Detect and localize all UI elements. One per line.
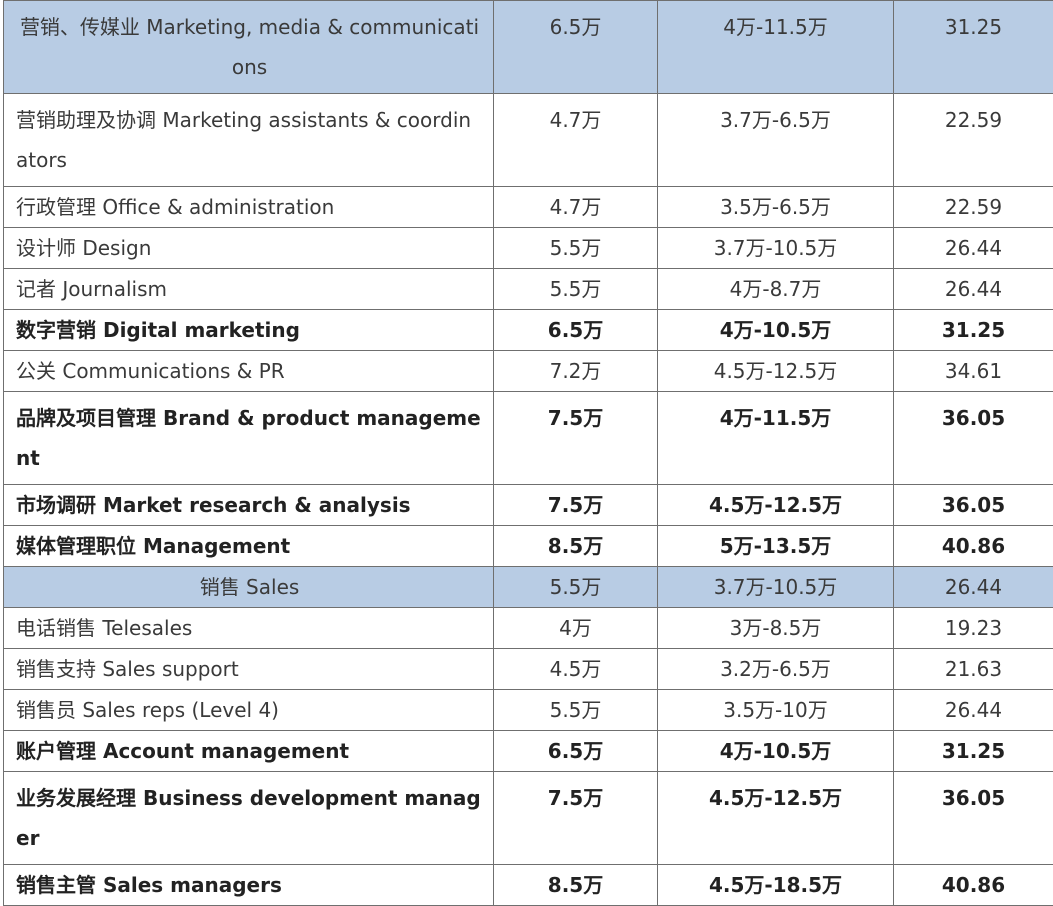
median-salary-cell: 5.5万 xyxy=(494,690,658,731)
salary-range-cell: 4.5万-12.5万 xyxy=(658,485,894,526)
salary-range-cell: 4万-11.5万 xyxy=(658,1,894,94)
job-title-cell: 账户管理 Account management xyxy=(4,731,494,772)
hourly-rate-cell: 19.23 xyxy=(894,608,1053,649)
hourly-rate-cell: 31.25 xyxy=(894,731,1053,772)
median-salary-cell: 7.2万 xyxy=(494,351,658,392)
job-title-cell: 销售员 Sales reps (Level 4) xyxy=(4,690,494,731)
job-title-cell: 设计师 Design xyxy=(4,228,494,269)
median-salary-cell: 4万 xyxy=(494,608,658,649)
median-salary-cell: 6.5万 xyxy=(494,731,658,772)
hourly-rate-cell: 26.44 xyxy=(894,567,1053,608)
salary-range-cell: 3万-8.5万 xyxy=(658,608,894,649)
salary-range-cell: 3.5万-10万 xyxy=(658,690,894,731)
job-title-cell: 销售支持 Sales support xyxy=(4,649,494,690)
salary-table-body: 营销、传媒业 Marketing, media & communications… xyxy=(4,1,1053,906)
median-salary-cell: 4.7万 xyxy=(494,94,658,187)
hourly-rate-cell: 21.63 xyxy=(894,649,1053,690)
job-title-cell: 品牌及项目管理 Brand & product management xyxy=(4,392,494,485)
hourly-rate-cell: 22.59 xyxy=(894,187,1053,228)
median-salary-cell: 6.5万 xyxy=(494,310,658,351)
job-title-cell: 营销助理及协调 Marketing assistants & coordinat… xyxy=(4,94,494,187)
hourly-rate-cell: 36.05 xyxy=(894,772,1053,865)
salary-range-cell: 4.5万-12.5万 xyxy=(658,351,894,392)
job-title-cell: 销售主管 Sales managers xyxy=(4,865,494,906)
hourly-rate-cell: 22.59 xyxy=(894,94,1053,187)
hourly-rate-cell: 40.86 xyxy=(894,526,1053,567)
salary-range-cell: 3.5万-6.5万 xyxy=(658,187,894,228)
median-salary-cell: 4.7万 xyxy=(494,187,658,228)
hourly-rate-cell: 34.61 xyxy=(894,351,1053,392)
salary-range-cell: 3.2万-6.5万 xyxy=(658,649,894,690)
category-row: 营销、传媒业 Marketing, media & communications… xyxy=(4,1,1053,94)
salary-range-cell: 3.7万-10.5万 xyxy=(658,228,894,269)
hourly-rate-cell: 26.44 xyxy=(894,228,1053,269)
salary-range-cell: 4.5万-18.5万 xyxy=(658,865,894,906)
hourly-rate-cell: 36.05 xyxy=(894,392,1053,485)
job-title-cell: 记者 Journalism xyxy=(4,269,494,310)
salary-range-cell: 4.5万-12.5万 xyxy=(658,772,894,865)
job-title-cell: 销售 Sales xyxy=(4,567,494,608)
median-salary-cell: 7.5万 xyxy=(494,772,658,865)
salary-range-cell: 4万-11.5万 xyxy=(658,392,894,485)
median-salary-cell: 7.5万 xyxy=(494,485,658,526)
salary-range-cell: 5万-13.5万 xyxy=(658,526,894,567)
median-salary-cell: 5.5万 xyxy=(494,567,658,608)
hourly-rate-cell: 36.05 xyxy=(894,485,1053,526)
job-title-cell: 公关 Communications & PR xyxy=(4,351,494,392)
salary-range-cell: 4万-10.5万 xyxy=(658,310,894,351)
salary-range-cell: 4万-8.7万 xyxy=(658,269,894,310)
hourly-rate-cell: 40.86 xyxy=(894,865,1053,906)
job-title-cell: 行政管理 Office & administration xyxy=(4,187,494,228)
table-row: 营销助理及协调 Marketing assistants & coordinat… xyxy=(4,94,1053,187)
median-salary-cell: 4.5万 xyxy=(494,649,658,690)
hourly-rate-cell: 26.44 xyxy=(894,690,1053,731)
salary-range-cell: 3.7万-10.5万 xyxy=(658,567,894,608)
median-salary-cell: 5.5万 xyxy=(494,228,658,269)
median-salary-cell: 8.5万 xyxy=(494,865,658,906)
hourly-rate-cell: 31.25 xyxy=(894,1,1053,94)
median-salary-cell: 8.5万 xyxy=(494,526,658,567)
median-salary-cell: 5.5万 xyxy=(494,269,658,310)
median-salary-cell: 7.5万 xyxy=(494,392,658,485)
job-title-cell: 营销、传媒业 Marketing, media & communications xyxy=(4,1,494,94)
median-salary-cell: 6.5万 xyxy=(494,1,658,94)
job-title-cell: 业务发展经理 Business development manager xyxy=(4,772,494,865)
salary-range-cell: 3.7万-6.5万 xyxy=(658,94,894,187)
salary-table: 营销、传媒业 Marketing, media & communications… xyxy=(3,0,1053,906)
job-title-cell: 数字营销 Digital marketing xyxy=(4,310,494,351)
job-title-cell: 媒体管理职位 Management xyxy=(4,526,494,567)
job-title-cell: 市场调研 Market research & analysis xyxy=(4,485,494,526)
hourly-rate-cell: 26.44 xyxy=(894,269,1053,310)
salary-range-cell: 4万-10.5万 xyxy=(658,731,894,772)
hourly-rate-cell: 31.25 xyxy=(894,310,1053,351)
job-title-cell: 电话销售 Telesales xyxy=(4,608,494,649)
